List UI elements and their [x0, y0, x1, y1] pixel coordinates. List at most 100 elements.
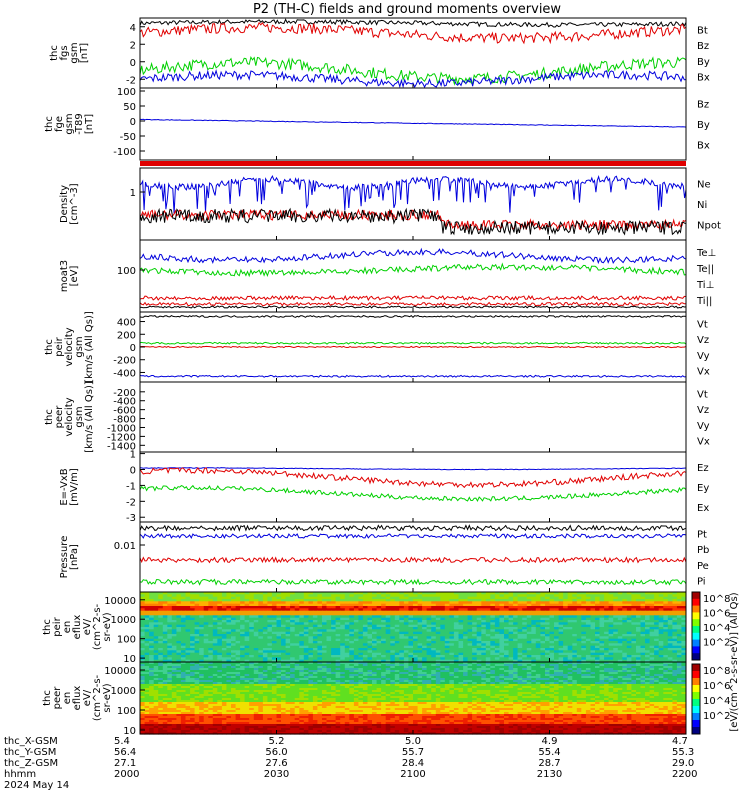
spectrogram-cell	[549, 638, 555, 642]
spectrogram-cell	[367, 638, 373, 642]
spectrogram-cell	[467, 613, 473, 616]
spectrogram-cell	[640, 601, 646, 605]
spectrogram-cell	[180, 680, 186, 683]
spectrogram-cell	[158, 676, 164, 679]
spectrogram-cell	[271, 657, 277, 661]
spectrogram-cell	[208, 662, 214, 665]
spectrogram-cell	[604, 613, 610, 616]
spectrogram-cell	[426, 624, 432, 628]
spectrogram-cell	[549, 650, 555, 654]
spectrogram-cell	[140, 657, 146, 661]
spectrogram-cell	[144, 676, 150, 679]
spectrogram-cell	[285, 636, 291, 640]
spectrogram-cell	[153, 615, 159, 619]
spectrogram-cell	[431, 634, 437, 637]
spectrogram-cell	[317, 617, 323, 621]
series-Pi	[139, 578, 687, 586]
spectrogram-cell	[422, 676, 428, 679]
spectrogram-cell	[636, 664, 642, 667]
spectrogram-cell	[585, 659, 591, 663]
spectrogram-cell	[335, 629, 341, 633]
spectrogram-cell	[604, 610, 610, 614]
spectrogram-cell	[372, 668, 378, 671]
spectrogram-cell	[153, 672, 159, 675]
spectrogram-cell	[440, 601, 446, 605]
spectrogram-cell	[540, 606, 546, 609]
spectrogram-cell	[308, 680, 314, 683]
spectrogram-cell	[408, 648, 414, 651]
ytick-label: -2	[126, 75, 136, 86]
spectrogram-cell	[453, 678, 459, 681]
spectrogram-cell	[231, 592, 237, 595]
spectrogram-cell	[235, 599, 241, 602]
spectrogram-cell	[604, 608, 610, 612]
spectrogram-cell	[180, 666, 186, 669]
spectrogram-cell	[476, 662, 482, 665]
spectrogram-cell	[608, 627, 614, 630]
spectrogram-cell	[613, 659, 619, 663]
spectrogram-cell	[590, 620, 596, 623]
spectrogram-cell	[362, 643, 368, 647]
spectrogram-cell	[303, 662, 309, 665]
spectrogram-cell	[540, 631, 546, 635]
spectrogram-cell	[599, 631, 605, 635]
spectrogram-cell	[180, 659, 186, 663]
spectrogram-cell	[217, 610, 223, 614]
spectrogram-cell	[567, 592, 573, 595]
spectrogram-cell	[162, 638, 168, 642]
spectrogram-cell	[372, 674, 378, 677]
spectrogram-cell	[244, 603, 250, 607]
spectrogram-cell	[636, 592, 642, 595]
spectrogram-cell	[604, 594, 610, 598]
spectrogram-cell	[381, 650, 387, 654]
spectrogram-cell	[190, 592, 196, 595]
spectrogram-cell	[422, 634, 428, 637]
spectrogram-cell	[590, 670, 596, 673]
spectrogram-cell	[212, 627, 218, 630]
spectrogram-cell	[545, 608, 551, 612]
spectrogram-cell	[167, 601, 173, 605]
spectrogram-cell	[422, 648, 428, 651]
spectrogram-cell	[253, 674, 259, 677]
spectrogram-cell	[399, 666, 405, 669]
spectrogram-cell	[449, 620, 455, 623]
spectrogram-cell	[372, 613, 378, 616]
spectrogram-cell	[267, 624, 273, 628]
spectrogram-cell	[508, 615, 514, 619]
spectrogram-cell	[249, 596, 255, 600]
spectrogram-cell	[221, 613, 227, 616]
spectrogram-cell	[258, 670, 264, 673]
spectrogram-cell	[558, 636, 564, 640]
spectrogram-cell	[276, 657, 282, 661]
spectrogram-cell	[244, 643, 250, 647]
spectrogram-cell	[472, 648, 478, 651]
spectrogram-cell	[626, 668, 632, 671]
spectrogram-cell	[326, 672, 332, 675]
spectrogram-cell	[317, 641, 323, 644]
spectrogram-cell	[676, 655, 682, 658]
spectrogram-cell	[231, 603, 237, 607]
spectrogram-cell	[340, 645, 346, 649]
spectrogram-cell	[403, 631, 409, 635]
spectrogram-cell	[394, 668, 400, 671]
spectrogram-cell	[453, 622, 459, 626]
spectrogram-cell	[676, 629, 682, 633]
spectrogram-cell	[513, 606, 519, 609]
spectrogram-cell	[294, 617, 300, 621]
spectrogram-cell	[376, 678, 382, 681]
spectrogram-cell	[322, 650, 328, 654]
spectrogram-cell	[526, 594, 532, 598]
spectrogram-cell	[390, 608, 396, 612]
spectrogram-cell	[194, 615, 200, 619]
spectrogram-cell	[381, 680, 387, 683]
spectrogram-cell	[317, 680, 323, 683]
spectrogram-cell	[253, 638, 259, 642]
spectrogram-cell	[262, 664, 268, 667]
spectrogram-cell	[299, 666, 305, 669]
spectrogram-cell	[413, 643, 419, 647]
spectrogram-cell	[199, 648, 205, 651]
spectrogram-cell	[581, 594, 587, 598]
spectrogram-cell	[144, 608, 150, 612]
spectrogram-cell	[199, 668, 205, 671]
spectrogram-cell	[276, 662, 282, 665]
